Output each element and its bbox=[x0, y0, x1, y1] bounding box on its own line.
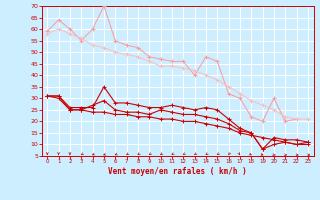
X-axis label: Vent moyen/en rafales ( km/h ): Vent moyen/en rafales ( km/h ) bbox=[108, 167, 247, 176]
